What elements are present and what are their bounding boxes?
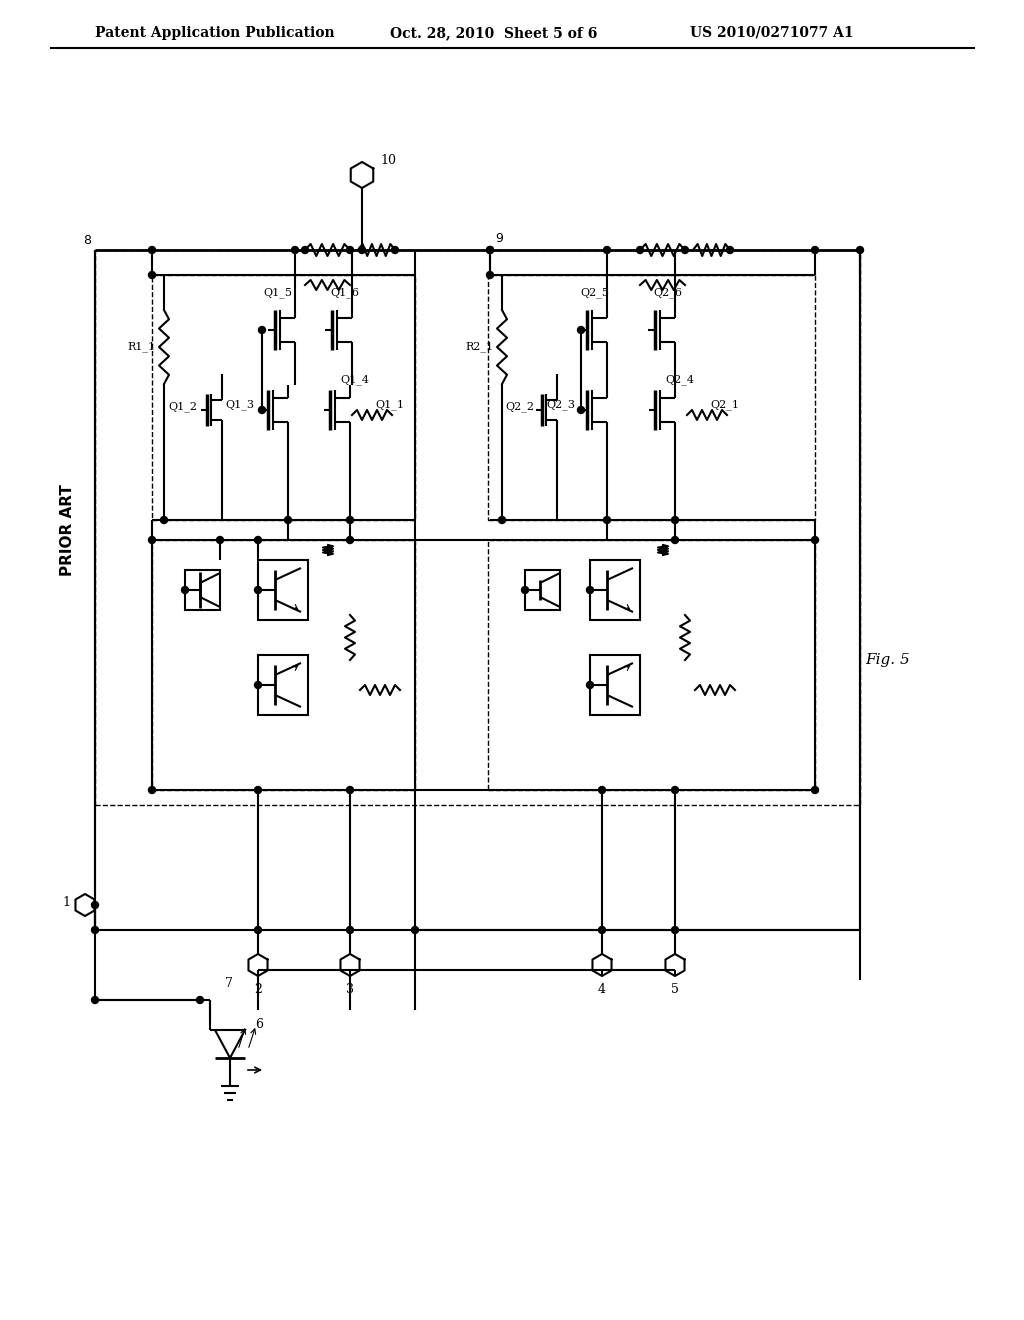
Circle shape — [255, 927, 261, 933]
Circle shape — [346, 787, 353, 793]
Circle shape — [346, 536, 353, 544]
Text: Q2_5: Q2_5 — [581, 288, 609, 298]
Circle shape — [301, 247, 308, 253]
Text: Q1_2: Q1_2 — [168, 401, 197, 412]
Bar — [590, 560, 640, 620]
Circle shape — [255, 536, 261, 544]
Circle shape — [255, 586, 261, 594]
Circle shape — [91, 902, 98, 908]
Bar — [152, 275, 415, 520]
Circle shape — [486, 247, 494, 253]
Circle shape — [285, 516, 292, 524]
Text: Q1_6: Q1_6 — [331, 288, 359, 298]
Circle shape — [811, 247, 818, 253]
Circle shape — [856, 247, 863, 253]
Circle shape — [682, 247, 688, 253]
Circle shape — [391, 247, 398, 253]
Circle shape — [521, 586, 528, 594]
Circle shape — [587, 681, 594, 689]
Circle shape — [258, 407, 265, 413]
Text: Q1_3: Q1_3 — [225, 400, 254, 411]
Bar — [488, 540, 815, 789]
Text: Q1_5: Q1_5 — [263, 288, 293, 298]
Text: Q2_3: Q2_3 — [546, 400, 575, 411]
Circle shape — [148, 536, 156, 544]
Circle shape — [598, 787, 605, 793]
Circle shape — [148, 247, 156, 253]
Text: Q2_2: Q2_2 — [505, 401, 534, 412]
Circle shape — [811, 787, 818, 793]
Circle shape — [148, 787, 156, 793]
Text: 10: 10 — [380, 154, 396, 168]
Text: US 2010/0271077 A1: US 2010/0271077 A1 — [690, 26, 854, 40]
Circle shape — [255, 787, 261, 793]
Text: Fig. 5: Fig. 5 — [865, 653, 909, 667]
Circle shape — [181, 586, 188, 594]
Circle shape — [486, 247, 494, 253]
Circle shape — [412, 927, 419, 933]
Circle shape — [637, 247, 643, 253]
Circle shape — [603, 247, 610, 253]
Circle shape — [358, 247, 366, 253]
Bar — [488, 275, 815, 520]
Text: R2_1: R2_1 — [466, 342, 494, 352]
Text: Q2_1: Q2_1 — [710, 400, 739, 411]
Circle shape — [161, 516, 168, 524]
Circle shape — [811, 536, 818, 544]
Text: Patent Application Publication: Patent Application Publication — [95, 26, 335, 40]
Circle shape — [603, 516, 610, 524]
Circle shape — [148, 272, 156, 279]
Text: 1: 1 — [62, 896, 70, 909]
Bar — [258, 655, 308, 715]
Circle shape — [672, 516, 679, 524]
Circle shape — [486, 272, 494, 279]
Bar — [258, 560, 308, 620]
Text: PRIOR ART: PRIOR ART — [60, 484, 76, 576]
Bar — [525, 570, 560, 610]
Circle shape — [292, 247, 299, 253]
Circle shape — [346, 247, 353, 253]
Circle shape — [346, 927, 353, 933]
Circle shape — [726, 247, 733, 253]
Circle shape — [578, 407, 585, 413]
Text: R1_1: R1_1 — [128, 342, 156, 352]
Circle shape — [91, 927, 98, 933]
Text: 7: 7 — [225, 977, 232, 990]
Text: 6: 6 — [255, 1019, 263, 1031]
Text: Q2_4: Q2_4 — [665, 375, 694, 385]
Text: 2: 2 — [254, 983, 262, 997]
Text: 5: 5 — [671, 983, 679, 997]
Circle shape — [258, 326, 265, 334]
Circle shape — [598, 927, 605, 933]
Circle shape — [499, 516, 506, 524]
Circle shape — [672, 927, 679, 933]
Circle shape — [255, 681, 261, 689]
Circle shape — [672, 787, 679, 793]
Circle shape — [346, 516, 353, 524]
Text: 8: 8 — [83, 234, 91, 247]
Bar — [95, 249, 860, 805]
Circle shape — [578, 326, 585, 334]
Text: 4: 4 — [598, 983, 606, 997]
Text: Q1_4: Q1_4 — [340, 375, 369, 385]
Text: Oct. 28, 2010  Sheet 5 of 6: Oct. 28, 2010 Sheet 5 of 6 — [390, 26, 597, 40]
Bar — [185, 570, 220, 610]
Circle shape — [587, 586, 594, 594]
Text: 9: 9 — [495, 232, 503, 246]
Text: 3: 3 — [346, 983, 354, 997]
Bar — [590, 655, 640, 715]
Text: Q1_1: Q1_1 — [375, 400, 404, 411]
Text: Q2_6: Q2_6 — [653, 288, 683, 298]
Bar — [152, 540, 415, 789]
Circle shape — [216, 536, 223, 544]
Circle shape — [672, 536, 679, 544]
Circle shape — [91, 997, 98, 1003]
Circle shape — [197, 997, 204, 1003]
